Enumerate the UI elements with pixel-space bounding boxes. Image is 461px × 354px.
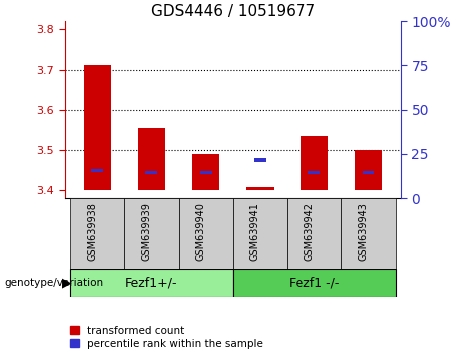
Text: GSM639938: GSM639938 — [87, 202, 97, 261]
FancyBboxPatch shape — [70, 269, 233, 297]
Bar — [355, 150, 382, 190]
Bar — [233, 21, 287, 198]
Bar — [138, 128, 165, 190]
Text: ▶: ▶ — [62, 277, 72, 290]
Bar — [124, 21, 178, 198]
Text: GSM639941: GSM639941 — [250, 202, 260, 261]
Text: GSM639940: GSM639940 — [195, 202, 206, 261]
Bar — [178, 21, 233, 198]
FancyBboxPatch shape — [233, 269, 396, 297]
Text: GSM639943: GSM639943 — [359, 202, 368, 261]
FancyBboxPatch shape — [287, 198, 341, 269]
Title: GDS4446 / 10519677: GDS4446 / 10519677 — [151, 4, 315, 19]
Bar — [287, 21, 341, 198]
Text: Fezf1+/-: Fezf1+/- — [125, 277, 177, 290]
Legend: transformed count, percentile rank within the sample: transformed count, percentile rank withi… — [70, 326, 263, 349]
Bar — [308, 171, 320, 174]
Bar — [246, 187, 273, 190]
Bar — [341, 21, 396, 198]
Text: GSM639942: GSM639942 — [304, 202, 314, 261]
Bar — [301, 136, 328, 190]
Text: Fezf1 -/-: Fezf1 -/- — [289, 277, 339, 290]
Bar — [145, 171, 157, 174]
FancyBboxPatch shape — [124, 198, 178, 269]
Bar — [91, 169, 103, 172]
Bar — [192, 154, 219, 190]
FancyBboxPatch shape — [233, 198, 287, 269]
FancyBboxPatch shape — [341, 198, 396, 269]
Bar — [362, 171, 374, 174]
Bar — [254, 159, 266, 162]
Bar — [83, 65, 111, 190]
Bar — [200, 171, 212, 174]
FancyBboxPatch shape — [178, 198, 233, 269]
FancyBboxPatch shape — [70, 198, 124, 269]
Text: genotype/variation: genotype/variation — [5, 278, 104, 288]
Bar — [70, 21, 124, 198]
Text: GSM639939: GSM639939 — [142, 202, 151, 261]
